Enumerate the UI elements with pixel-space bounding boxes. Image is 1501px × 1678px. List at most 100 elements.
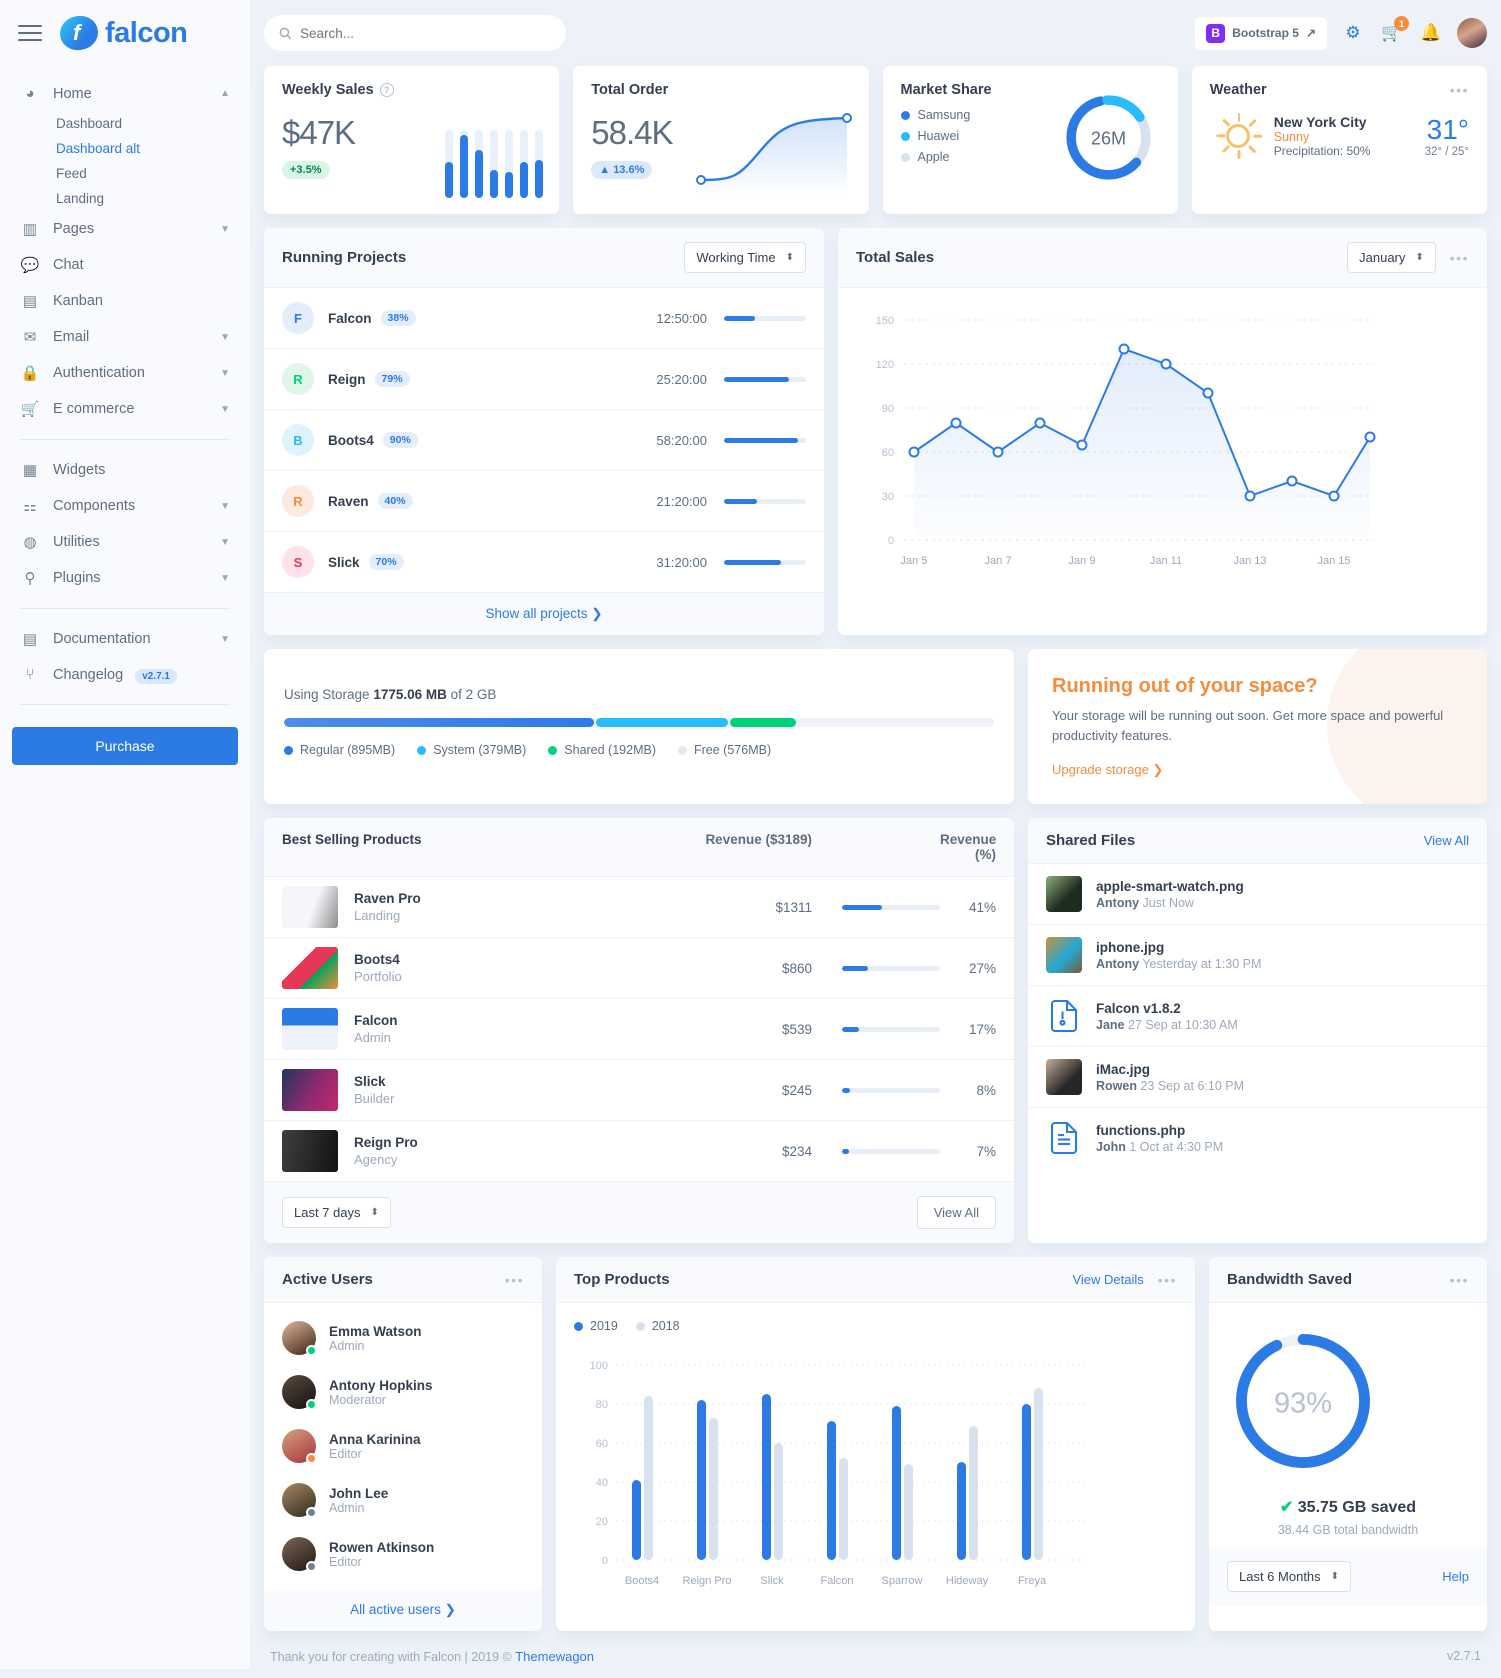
sidebar-item-landing[interactable]: Landing — [56, 191, 105, 206]
themewagon-link[interactable]: Themewagon — [515, 1649, 595, 1665]
file-thumbnail — [1046, 876, 1082, 913]
select-value: January — [1359, 250, 1406, 265]
table-row[interactable]: Reign Pro Agency $234 7% — [264, 1121, 1014, 1183]
user-avatar[interactable] — [1457, 18, 1487, 48]
working-time-select[interactable]: Working Time ⬍ — [684, 242, 806, 273]
table-row[interactable]: Falcon Admin $539 17% — [264, 999, 1014, 1061]
all-active-users-link[interactable]: All active users ❯ — [264, 1589, 542, 1632]
sidebar-item-label: Pages — [53, 221, 95, 237]
list-item[interactable]: Anna Karinina Editor — [264, 1419, 542, 1473]
menu-toggle-icon[interactable] — [18, 20, 42, 46]
purchase-button[interactable]: Purchase — [12, 727, 238, 765]
sidebar-item-documentation[interactable]: ▤ Documentation ▼ — [12, 621, 238, 657]
total-order-card: Total Order 58.4K ▲ 13.6% — [573, 66, 869, 214]
product-thumbnail — [282, 1069, 338, 1112]
file-user: Antony — [1096, 956, 1140, 971]
bandwidth-range-select[interactable]: Last 6 Months ⬍ — [1227, 1561, 1352, 1593]
list-item[interactable]: Rowen Atkinson Editor — [264, 1527, 542, 1581]
bandwidth-saved-card: Bandwidth Saved ••• 93% ✔ 35.75 GB saved… — [1209, 1257, 1487, 1632]
gear-icon[interactable]: ⚙ — [1345, 23, 1361, 42]
sidebar-item-label: Changelog — [53, 666, 124, 683]
upgrade-storage-link[interactable]: Upgrade storage ❯ — [1052, 762, 1164, 778]
project-percent: 70% — [368, 554, 404, 570]
top-products-more-icon[interactable]: ••• — [1157, 1271, 1177, 1288]
show-all-projects-link[interactable]: Show all projects ❯ — [264, 593, 824, 635]
help-link[interactable]: Help — [1442, 1569, 1469, 1585]
shared-files-view-all-link[interactable]: View All — [1423, 833, 1469, 849]
sidebar-item-widgets[interactable]: ▦ Widgets — [12, 452, 238, 488]
date-range-select[interactable]: Last 7 days ⬍ — [282, 1197, 391, 1229]
search-box[interactable] — [264, 15, 566, 51]
view-all-products-button[interactable]: View All — [916, 1196, 996, 1230]
file-name: Falcon v1.8.2 — [1096, 1000, 1181, 1016]
table-row[interactable]: Raven Pro Landing $1311 41% — [264, 877, 1014, 939]
shared-files-card: Shared Files View All apple-smart-watch.… — [1028, 818, 1487, 1244]
view-details-link[interactable]: View Details — [1072, 1272, 1144, 1288]
sidebar-item-plugins[interactable]: ⚲ Plugins ▼ — [12, 560, 238, 596]
table-row[interactable]: R Reign 79% 25:20:00 — [264, 349, 824, 410]
sidebar-item-authentication[interactable]: 🔒 Authentication ▼ — [12, 355, 238, 391]
list-item[interactable]: John Lee Admin — [264, 1473, 542, 1527]
sidebar-item-utilities[interactable]: ◍ Utilities ▼ — [12, 524, 238, 560]
widgets-icon: ▦ — [22, 462, 38, 479]
table-row[interactable]: F Falcon 38% 12:50:00 — [264, 288, 824, 349]
cart-icon[interactable]: 🛒 1 — [1379, 16, 1409, 46]
month-select[interactable]: January ⬍ — [1347, 242, 1436, 273]
table-row[interactable]: Slick Builder $245 8% — [264, 1060, 1014, 1122]
y-tick: 120 — [876, 359, 894, 371]
product-thumbnail — [282, 1008, 338, 1051]
legend-label: Free (576MB) — [694, 743, 772, 757]
total-sales-card: Total Sales January ⬍ ••• 150 120 — [838, 228, 1487, 635]
table-row[interactable]: B Boots4 90% 58:20:00 — [264, 410, 824, 471]
search-input[interactable] — [300, 25, 552, 41]
sidebar-item-components[interactable]: ⚏ Components ▼ — [12, 488, 238, 524]
x-tick: Jan 7 — [985, 555, 1012, 567]
bottom-row: Active Users ••• Emma Watson Admin Anton… — [264, 1257, 1487, 1632]
list-item[interactable]: functions.php John 1 Oct at 4:30 PM — [1028, 1108, 1487, 1168]
list-item[interactable]: Antony Hopkins Moderator — [264, 1365, 542, 1419]
top-products-title: Top Products — [574, 1271, 670, 1289]
external-link-icon: ↗ — [1305, 26, 1316, 40]
list-item[interactable]: iphone.jpg Antony Yesterday at 1:30 PM — [1028, 925, 1487, 987]
table-row[interactable]: R Raven 40% 21:20:00 — [264, 471, 824, 532]
weather-condition: Sunny — [1273, 130, 1310, 144]
running-projects-header: Running Projects Working Time ⬍ — [264, 228, 824, 288]
help-icon[interactable]: ? — [379, 83, 394, 97]
sidebar-item-dashboard[interactable]: Dashboard — [56, 116, 123, 131]
legend-label: 2019 — [590, 1319, 618, 1334]
sidebar-item-kanban[interactable]: ▤ Kanban — [12, 283, 238, 319]
check-icon: ✔ — [1279, 1499, 1294, 1517]
kanban-icon: ▤ — [22, 293, 38, 310]
total-sales-more-icon[interactable]: ••• — [1449, 249, 1469, 266]
list-item[interactable]: apple-smart-watch.png Antony Just Now — [1028, 864, 1487, 926]
weather-city: New York City — [1273, 114, 1367, 130]
list-item[interactable]: Falcon v1.8.2 Jane 27 Sep at 10:30 AM — [1028, 986, 1487, 1048]
topbar: B Bootstrap 5 ↗ ⚙ 🛒 1 🔔 — [264, 0, 1487, 66]
brand-logo-link[interactable]: f falcon — [58, 14, 188, 52]
sidebar-item-ecommerce[interactable]: 🛒 E commerce ▼ — [12, 391, 238, 427]
pages-icon: ▥ — [22, 221, 38, 238]
book-icon: ▤ — [22, 631, 38, 648]
file-user: Rowen — [1096, 1078, 1137, 1093]
table-row[interactable]: Boots4 Portfolio $860 27% — [264, 938, 1014, 1000]
list-item[interactable]: Emma Watson Admin — [264, 1311, 542, 1365]
sidebar-item-changelog[interactable]: ⑂ Changelog v2.7.1 — [12, 657, 238, 692]
user-name: Anna Karinina — [329, 1431, 421, 1447]
product-revenue-percent: 7% — [976, 1143, 996, 1159]
sidebar-item-home[interactable]: ◕ Home ▲ — [12, 76, 238, 111]
sidebar-item-dashboard-alt[interactable]: Dashboard alt — [56, 141, 141, 156]
weather-more-icon[interactable]: ••• — [1449, 82, 1469, 98]
chevron-updown-icon: ⬍ — [1330, 1570, 1340, 1582]
sidebar-item-pages[interactable]: ▥ Pages ▼ — [12, 211, 238, 247]
active-users-more-icon[interactable]: ••• — [504, 1271, 524, 1288]
table-row[interactable]: S Slick 70% 31:20:00 — [264, 532, 824, 593]
sidebar-item-email[interactable]: ✉ Email ▼ — [12, 319, 238, 355]
bootstrap-version-button[interactable]: B Bootstrap 5 ↗ — [1195, 16, 1327, 50]
list-item[interactable]: iMac.jpg Rowen 23 Sep at 6:10 PM — [1028, 1047, 1487, 1109]
sidebar-item-feed[interactable]: Feed — [56, 166, 87, 181]
bell-icon[interactable]: 🔔 — [1420, 23, 1442, 42]
sidebar-item-chat[interactable]: 💬 Chat — [12, 247, 238, 283]
bandwidth-more-icon[interactable]: ••• — [1449, 1271, 1469, 1288]
avatar — [282, 1321, 317, 1357]
